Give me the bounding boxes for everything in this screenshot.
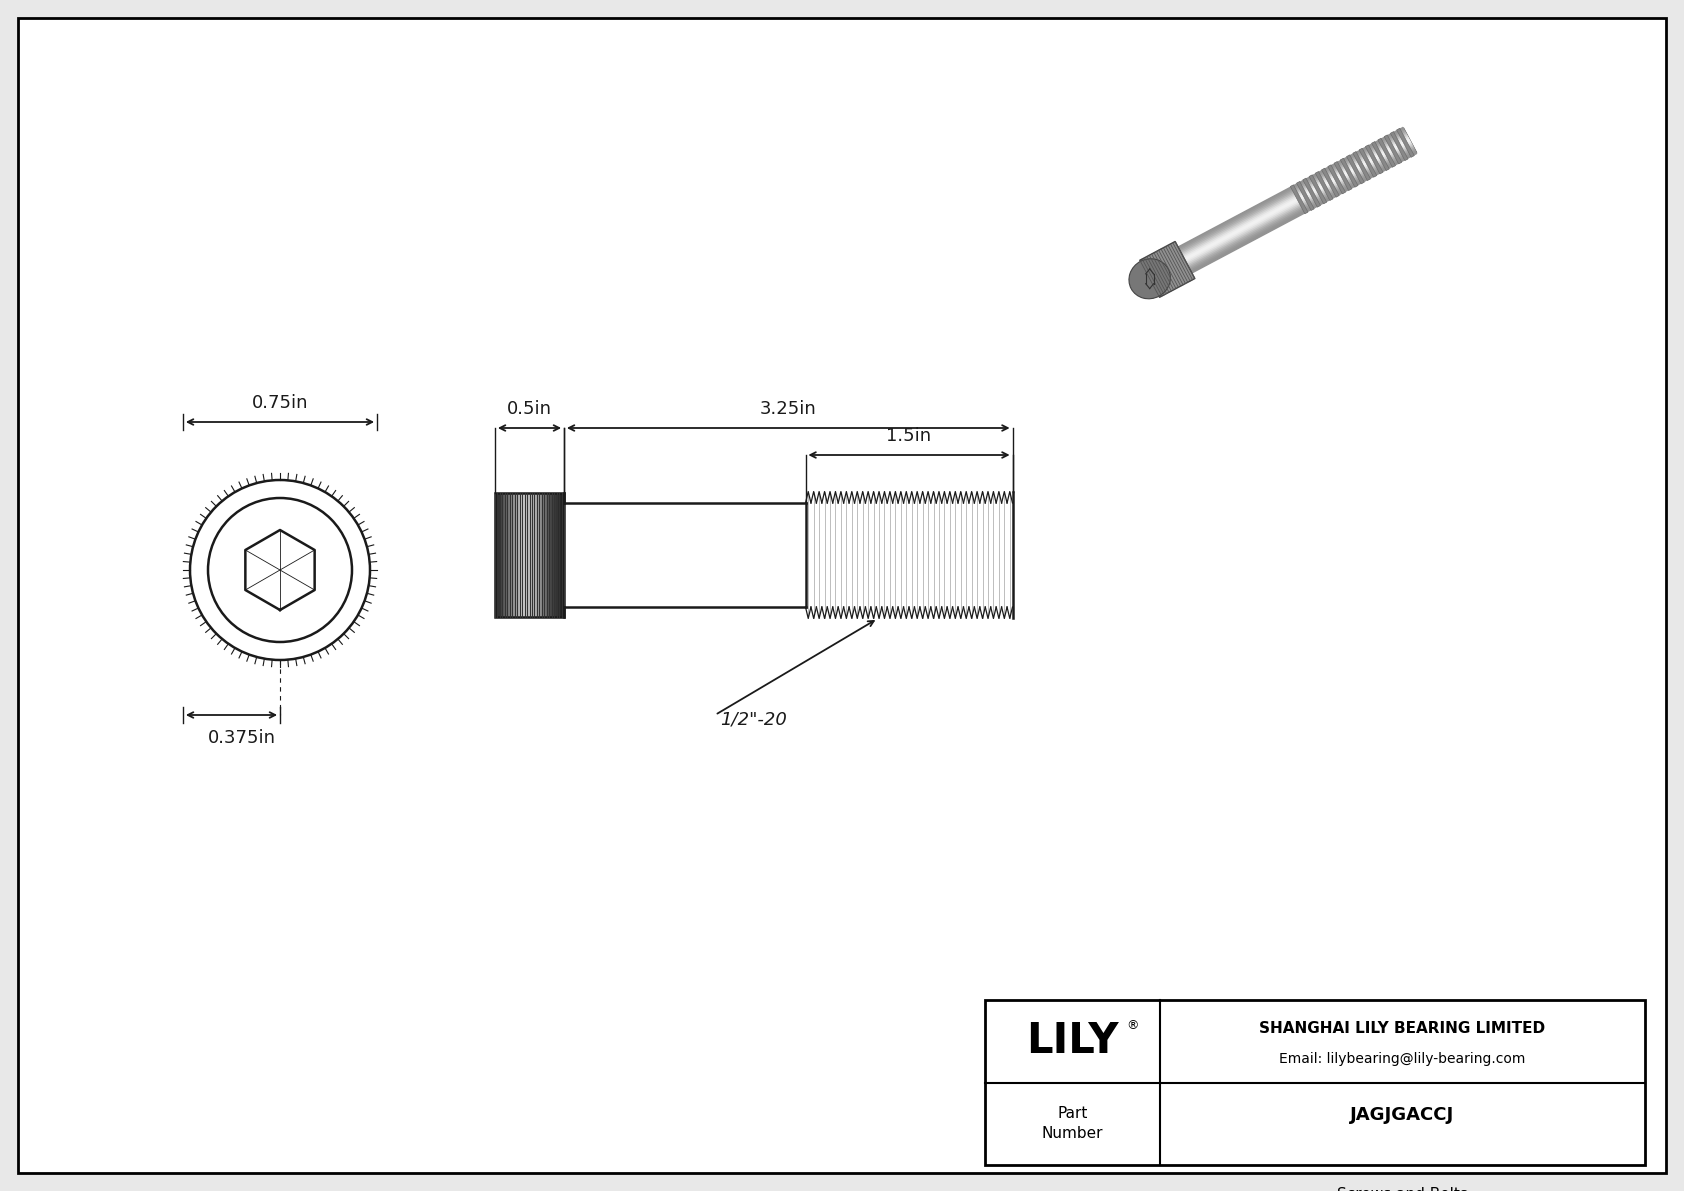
- Polygon shape: [1180, 131, 1406, 252]
- Text: 0.375in: 0.375in: [207, 729, 276, 747]
- Polygon shape: [1290, 185, 1308, 214]
- Text: 0.5in: 0.5in: [507, 400, 552, 418]
- Text: ®: ®: [1127, 1018, 1138, 1031]
- Polygon shape: [1391, 131, 1408, 161]
- Polygon shape: [1179, 127, 1404, 250]
- Polygon shape: [1352, 151, 1371, 181]
- Polygon shape: [1182, 136, 1410, 258]
- Text: LILY: LILY: [1026, 1021, 1118, 1062]
- Polygon shape: [1179, 127, 1416, 273]
- Polygon shape: [1180, 133, 1408, 255]
- Polygon shape: [1347, 155, 1364, 183]
- Polygon shape: [1384, 135, 1401, 164]
- Polygon shape: [1308, 175, 1327, 204]
- Polygon shape: [1140, 242, 1196, 298]
- Polygon shape: [1303, 179, 1320, 207]
- Polygon shape: [1187, 144, 1413, 266]
- Text: JAGJGACCJ: JAGJGACCJ: [1351, 1106, 1455, 1124]
- Polygon shape: [1327, 164, 1346, 194]
- Ellipse shape: [1128, 258, 1170, 299]
- Polygon shape: [1177, 126, 1404, 249]
- Polygon shape: [1191, 151, 1418, 274]
- Text: 1/2"-20: 1/2"-20: [721, 710, 786, 728]
- Text: Email: lilybearing@lily-bearing.com: Email: lilybearing@lily-bearing.com: [1280, 1053, 1526, 1066]
- Bar: [495, 493, 564, 617]
- Text: SHANGHAI LILY BEARING LIMITED: SHANGHAI LILY BEARING LIMITED: [1260, 1021, 1546, 1035]
- Text: Part
Number: Part Number: [1042, 1106, 1103, 1141]
- Polygon shape: [1396, 129, 1415, 157]
- Polygon shape: [1182, 135, 1408, 257]
- Polygon shape: [1315, 172, 1334, 200]
- Polygon shape: [1184, 137, 1410, 260]
- Polygon shape: [1366, 145, 1383, 174]
- Polygon shape: [1378, 138, 1396, 167]
- Polygon shape: [1189, 146, 1415, 268]
- Text: 0.75in: 0.75in: [251, 394, 308, 412]
- Polygon shape: [1340, 158, 1357, 187]
- Polygon shape: [1180, 132, 1408, 254]
- Polygon shape: [1184, 138, 1411, 261]
- Polygon shape: [1371, 142, 1389, 170]
- Text: 3.25in: 3.25in: [759, 400, 817, 418]
- Polygon shape: [1322, 168, 1339, 198]
- Polygon shape: [1186, 141, 1411, 263]
- Polygon shape: [1359, 148, 1378, 177]
- Polygon shape: [1187, 145, 1415, 267]
- Bar: [985, 1000, 1645, 1165]
- Text: Screws and Bolts: Screws and Bolts: [1337, 1187, 1468, 1191]
- Polygon shape: [1186, 142, 1413, 264]
- Polygon shape: [1191, 150, 1416, 273]
- Text: 1.5in: 1.5in: [886, 428, 931, 445]
- Polygon shape: [1179, 130, 1406, 251]
- Polygon shape: [1334, 162, 1352, 191]
- Polygon shape: [1189, 149, 1416, 272]
- Polygon shape: [1184, 139, 1411, 262]
- Polygon shape: [1189, 148, 1415, 269]
- Polygon shape: [1297, 181, 1314, 211]
